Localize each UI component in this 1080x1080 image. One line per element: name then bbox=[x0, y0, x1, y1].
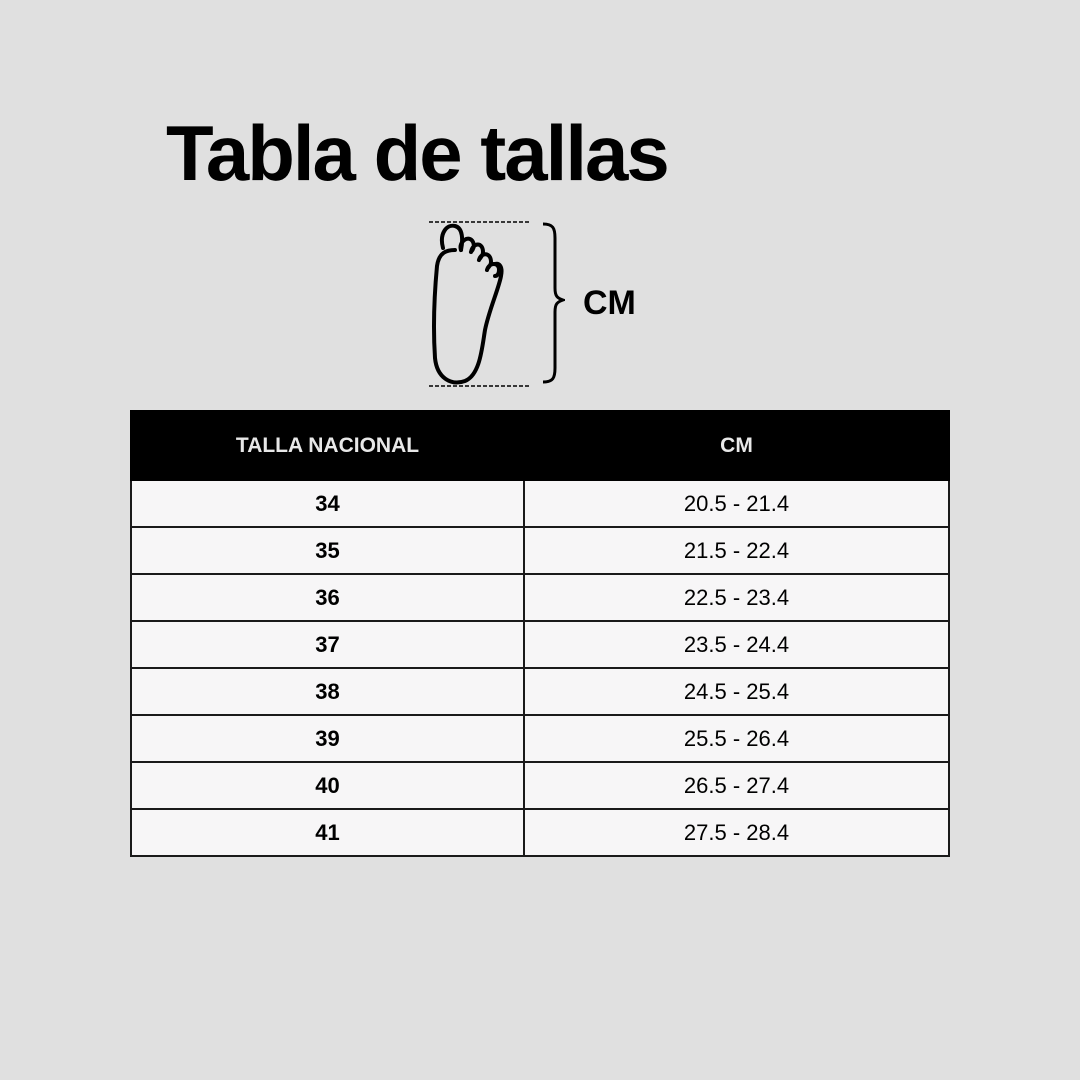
table-row: 40 26.5 - 27.4 bbox=[130, 761, 950, 810]
size-cell: 40 bbox=[130, 761, 525, 810]
cm-cell: 21.5 - 22.4 bbox=[523, 526, 950, 575]
foot-outline-icon bbox=[429, 221, 565, 387]
size-cell: 36 bbox=[130, 573, 525, 622]
size-cell: 39 bbox=[130, 714, 525, 763]
cm-cell: 25.5 - 26.4 bbox=[523, 714, 950, 763]
cm-cell: 27.5 - 28.4 bbox=[523, 808, 950, 857]
table-row: 34 20.5 - 21.4 bbox=[130, 479, 950, 528]
page-title: Tabla de tallas bbox=[166, 109, 670, 197]
table-row: 41 27.5 - 28.4 bbox=[130, 808, 950, 857]
size-cell: 35 bbox=[130, 526, 525, 575]
size-table: TALLA NACIONAL CM 34 20.5 - 21.4 35 21.5 - … bbox=[130, 410, 950, 857]
cm-cell: 24.5 - 25.4 bbox=[523, 667, 950, 716]
cm-cell: 23.5 - 24.4 bbox=[523, 620, 950, 669]
size-cell: 38 bbox=[130, 667, 525, 716]
table-header-row: TALLA NACIONAL CM bbox=[130, 410, 950, 481]
size-cell: 41 bbox=[130, 808, 525, 857]
table-row: 37 23.5 - 24.4 bbox=[130, 620, 950, 669]
cm-cell: 26.5 - 27.4 bbox=[523, 761, 950, 810]
table-row: 36 22.5 - 23.4 bbox=[130, 573, 950, 622]
size-cell: 34 bbox=[130, 479, 525, 528]
cm-cell: 22.5 - 23.4 bbox=[523, 573, 950, 622]
table-row: 39 25.5 - 26.4 bbox=[130, 714, 950, 763]
table-row: 35 21.5 - 22.4 bbox=[130, 526, 950, 575]
size-cell: 37 bbox=[130, 620, 525, 669]
header-talla-nacional: TALLA NACIONAL bbox=[130, 410, 525, 481]
measure-label: CM bbox=[583, 284, 636, 322]
cm-cell: 20.5 - 21.4 bbox=[523, 479, 950, 528]
header-cm: CM bbox=[523, 410, 950, 481]
table-row: 38 24.5 - 25.4 bbox=[130, 667, 950, 716]
